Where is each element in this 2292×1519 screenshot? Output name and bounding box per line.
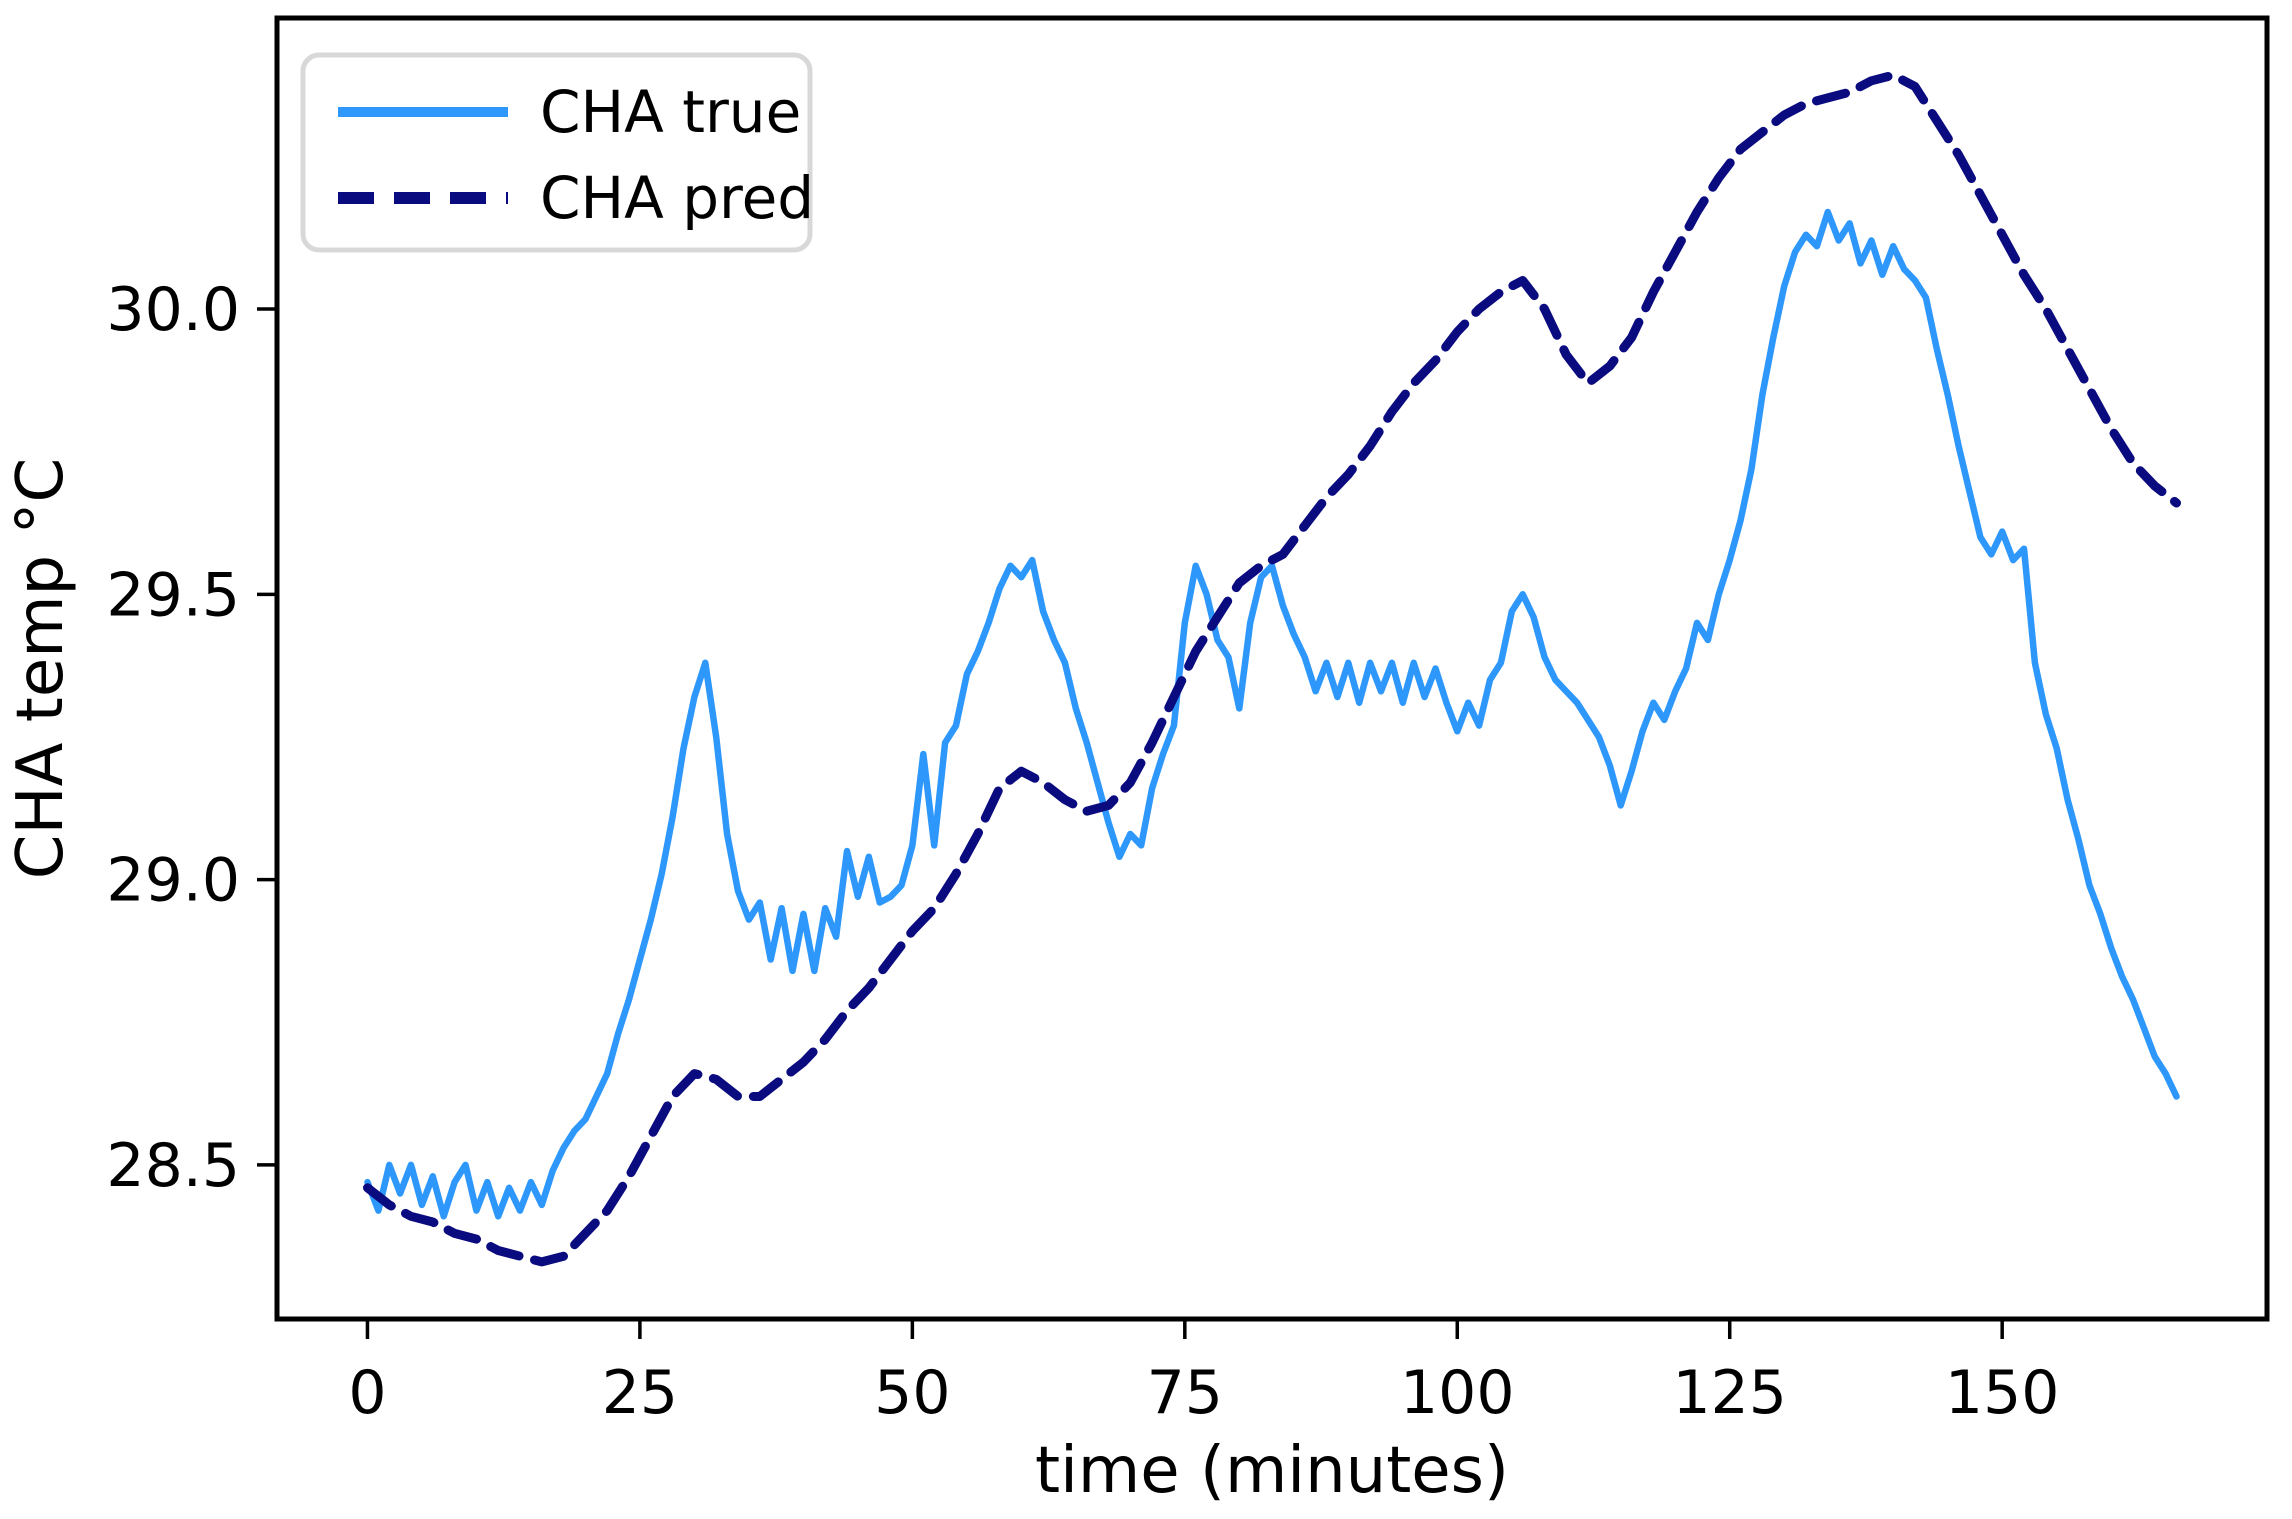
x-tick-label: 100: [1400, 1358, 1515, 1428]
cha-true-line: [364, 208, 2180, 1220]
y-tick-label: 28.5: [106, 1131, 240, 1201]
y-tick-label: 29.0: [106, 846, 240, 916]
legend-label: CHA true: [540, 78, 801, 146]
x-tick-label: 150: [1945, 1358, 2060, 1428]
y-tick-label: 30.0: [106, 275, 240, 345]
x-tick-label: 25: [602, 1358, 678, 1428]
x-tick-label: 75: [1147, 1358, 1223, 1428]
x-tick-label: 0: [348, 1358, 386, 1428]
cha-pred-line: [363, 70, 2181, 1267]
plot-border: [274, 15, 2270, 1322]
x-tick-label: 50: [874, 1358, 950, 1428]
y-tick-label: 29.5: [106, 560, 240, 630]
x-tick-label: 125: [1672, 1358, 1787, 1428]
legend-label: CHA pred: [540, 164, 814, 232]
y-axis-label: CHA temp °C: [4, 458, 78, 879]
x-axis-label: time (minutes): [1035, 1434, 1509, 1508]
